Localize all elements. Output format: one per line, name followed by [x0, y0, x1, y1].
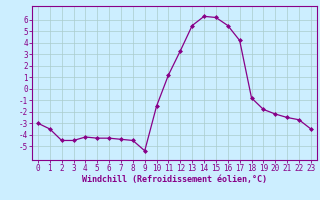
X-axis label: Windchill (Refroidissement éolien,°C): Windchill (Refroidissement éolien,°C)	[82, 175, 267, 184]
